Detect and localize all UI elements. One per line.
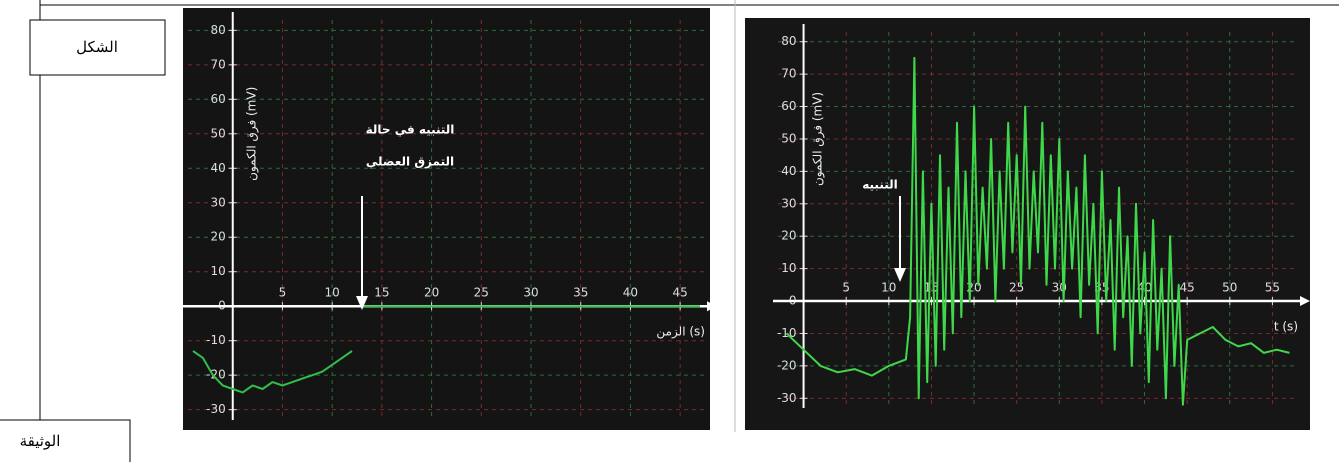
x-tick-label: 20 (424, 286, 439, 300)
y-tick-label: 80 (781, 34, 796, 48)
y-tick-label: 10 (781, 261, 796, 275)
y-tick-label: 20 (781, 229, 796, 243)
y-tick-label: -10 (777, 326, 797, 340)
label-box (0, 419, 131, 462)
y-tick-label: 30 (781, 196, 796, 210)
x-tick-label: 40 (1137, 281, 1152, 295)
x-tick-label: 55 (1265, 281, 1280, 295)
arrow-head (894, 268, 906, 282)
x-tick-label: 45 (1180, 281, 1195, 295)
y-tick-label: 60 (210, 92, 225, 106)
annotation: التنبيه (862, 178, 898, 192)
x-axis-arrow (707, 301, 717, 312)
y-tick-label: 60 (781, 99, 796, 113)
trace (785, 56, 1290, 406)
x-tick-label: 5 (279, 286, 287, 300)
x-tick-label: 5 (842, 281, 850, 295)
y-tick-label: 50 (781, 131, 796, 145)
x-tick-label: 40 (623, 286, 638, 300)
y-tick-label: -30 (206, 402, 226, 416)
y-tick-label: 40 (210, 161, 225, 175)
arrow-head (356, 296, 368, 310)
x-tick-label: 15 (374, 286, 389, 300)
y-tick-label: 40 (781, 164, 796, 178)
y-axis-label: فرق الكمون (mV) (811, 92, 826, 186)
x-tick-label: 35 (573, 286, 588, 300)
x-tick-label: 10 (325, 286, 340, 300)
y-tick-label: 50 (210, 126, 225, 140)
y-tick-label: -20 (777, 358, 797, 372)
annotation: التمزق العضلي (366, 155, 454, 169)
x-tick-label: 25 (474, 286, 489, 300)
x-tick-label: 45 (673, 286, 688, 300)
x-tick-label: 15 (924, 281, 939, 295)
y-axis-label: فرق الكمون (mV) (245, 87, 260, 181)
y-tick-label: 20 (210, 230, 225, 244)
label-box (29, 19, 166, 76)
y-tick-label: 70 (210, 57, 225, 71)
x-axis-arrow (1300, 296, 1310, 307)
chart-background (183, 8, 710, 430)
y-tick-label: 10 (210, 264, 225, 278)
document-label: الوثيقة (20, 433, 61, 450)
figure-label: الشكل (76, 39, 118, 56)
y-tick-label: 80 (210, 23, 225, 37)
y-tick-label: 30 (210, 195, 225, 209)
x-axis-label: الزمن (s) (656, 325, 705, 340)
x-tick-label: 30 (523, 286, 538, 300)
charts: 80706050403020100-10-20-3051015202530354… (183, 12, 1310, 420)
trace (192, 305, 700, 394)
x-tick-label: 10 (881, 281, 896, 295)
x-axis-label: t (s) (1274, 320, 1298, 334)
y-tick-label: -30 (777, 391, 797, 405)
annotation: التنبيه في حالة (366, 123, 455, 137)
y-tick-label: 70 (781, 67, 796, 81)
y-tick-label: -10 (206, 333, 226, 347)
x-tick-label: 50 (1222, 281, 1237, 295)
